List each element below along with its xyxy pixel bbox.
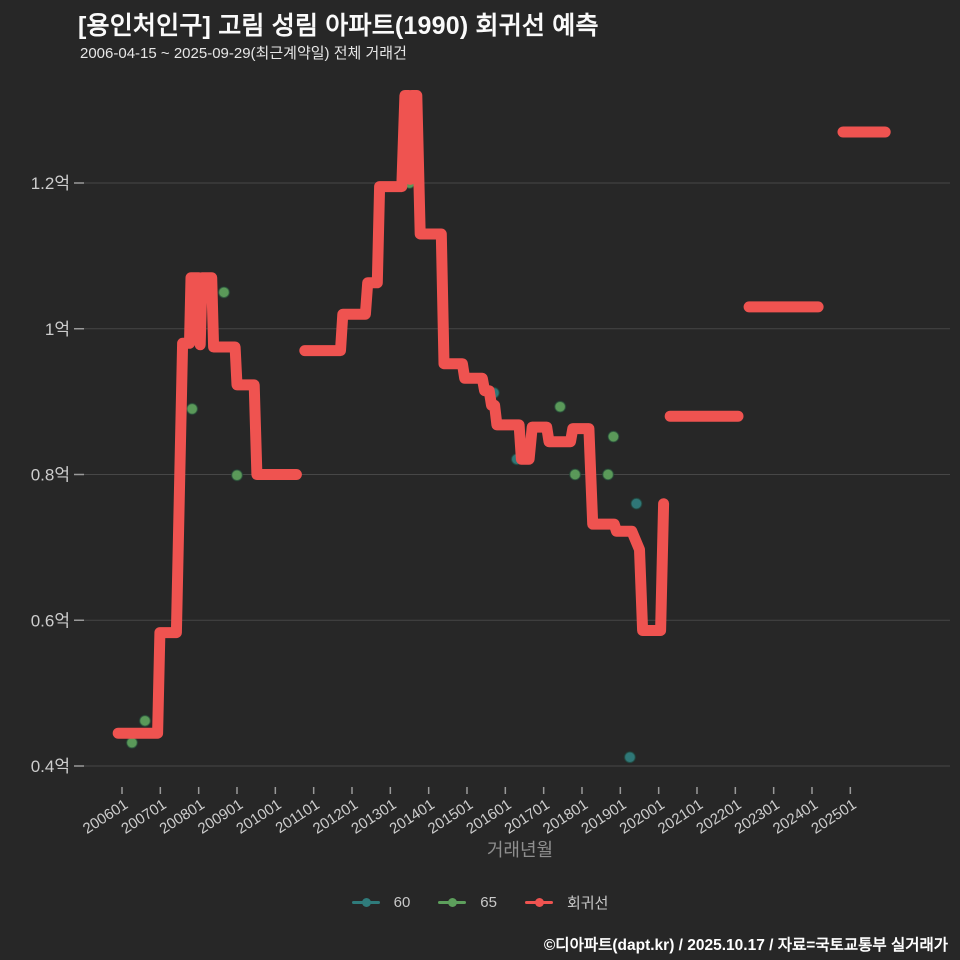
legend-marker-65-icon — [438, 898, 467, 907]
y-tick-label: 1억 — [45, 320, 70, 339]
scatter-point-65 — [553, 400, 567, 413]
legend-label-60: 60 — [393, 894, 411, 911]
y-tick-label: 0.8억 — [31, 466, 70, 485]
scatter-point-65 — [607, 430, 620, 443]
scatter-point-65 — [138, 714, 152, 728]
legend-item-regression: 회귀선 — [524, 892, 609, 913]
scatter-point-60 — [623, 751, 637, 764]
chart-title: [용인처인구] 고림 성림 아파트(1990) 회귀선 예측 — [78, 12, 599, 40]
scatter-point-65 — [568, 468, 582, 481]
scatter-point-65 — [230, 468, 244, 482]
footer-credit: ©디아파트(dapt.kr) / 2025.10.17 / 자료=국토교통부 실… — [543, 937, 948, 954]
scatter-point-60 — [630, 497, 643, 510]
regression-line-segment — [299, 90, 670, 636]
y-tick-label: 1.2억 — [31, 174, 70, 193]
legend-label-regression: 회귀선 — [566, 895, 609, 912]
y-tick-label: 0.4억 — [31, 757, 70, 776]
scatter-point-65 — [125, 736, 139, 749]
legend-label-65: 65 — [480, 894, 497, 911]
legend-marker-regression-icon — [524, 898, 553, 907]
chart-subtitle: 2006-04-15 ~ 2025-09-29(최근계약일) 전체 거래건 — [80, 45, 407, 62]
scatter-point-65 — [217, 286, 231, 299]
legend-item-60: 60 — [351, 894, 411, 911]
regression-line-segment — [112, 272, 302, 739]
legend-marker-60-icon — [351, 898, 380, 907]
y-tick-label: 0.6억 — [31, 611, 70, 630]
scatter-point-65 — [601, 468, 615, 481]
legend: 60 65 회귀선 — [0, 892, 960, 913]
legend-item-65: 65 — [438, 894, 497, 911]
scatter-point-65 — [185, 402, 199, 416]
x-axis-title: 거래년월 — [486, 840, 554, 860]
